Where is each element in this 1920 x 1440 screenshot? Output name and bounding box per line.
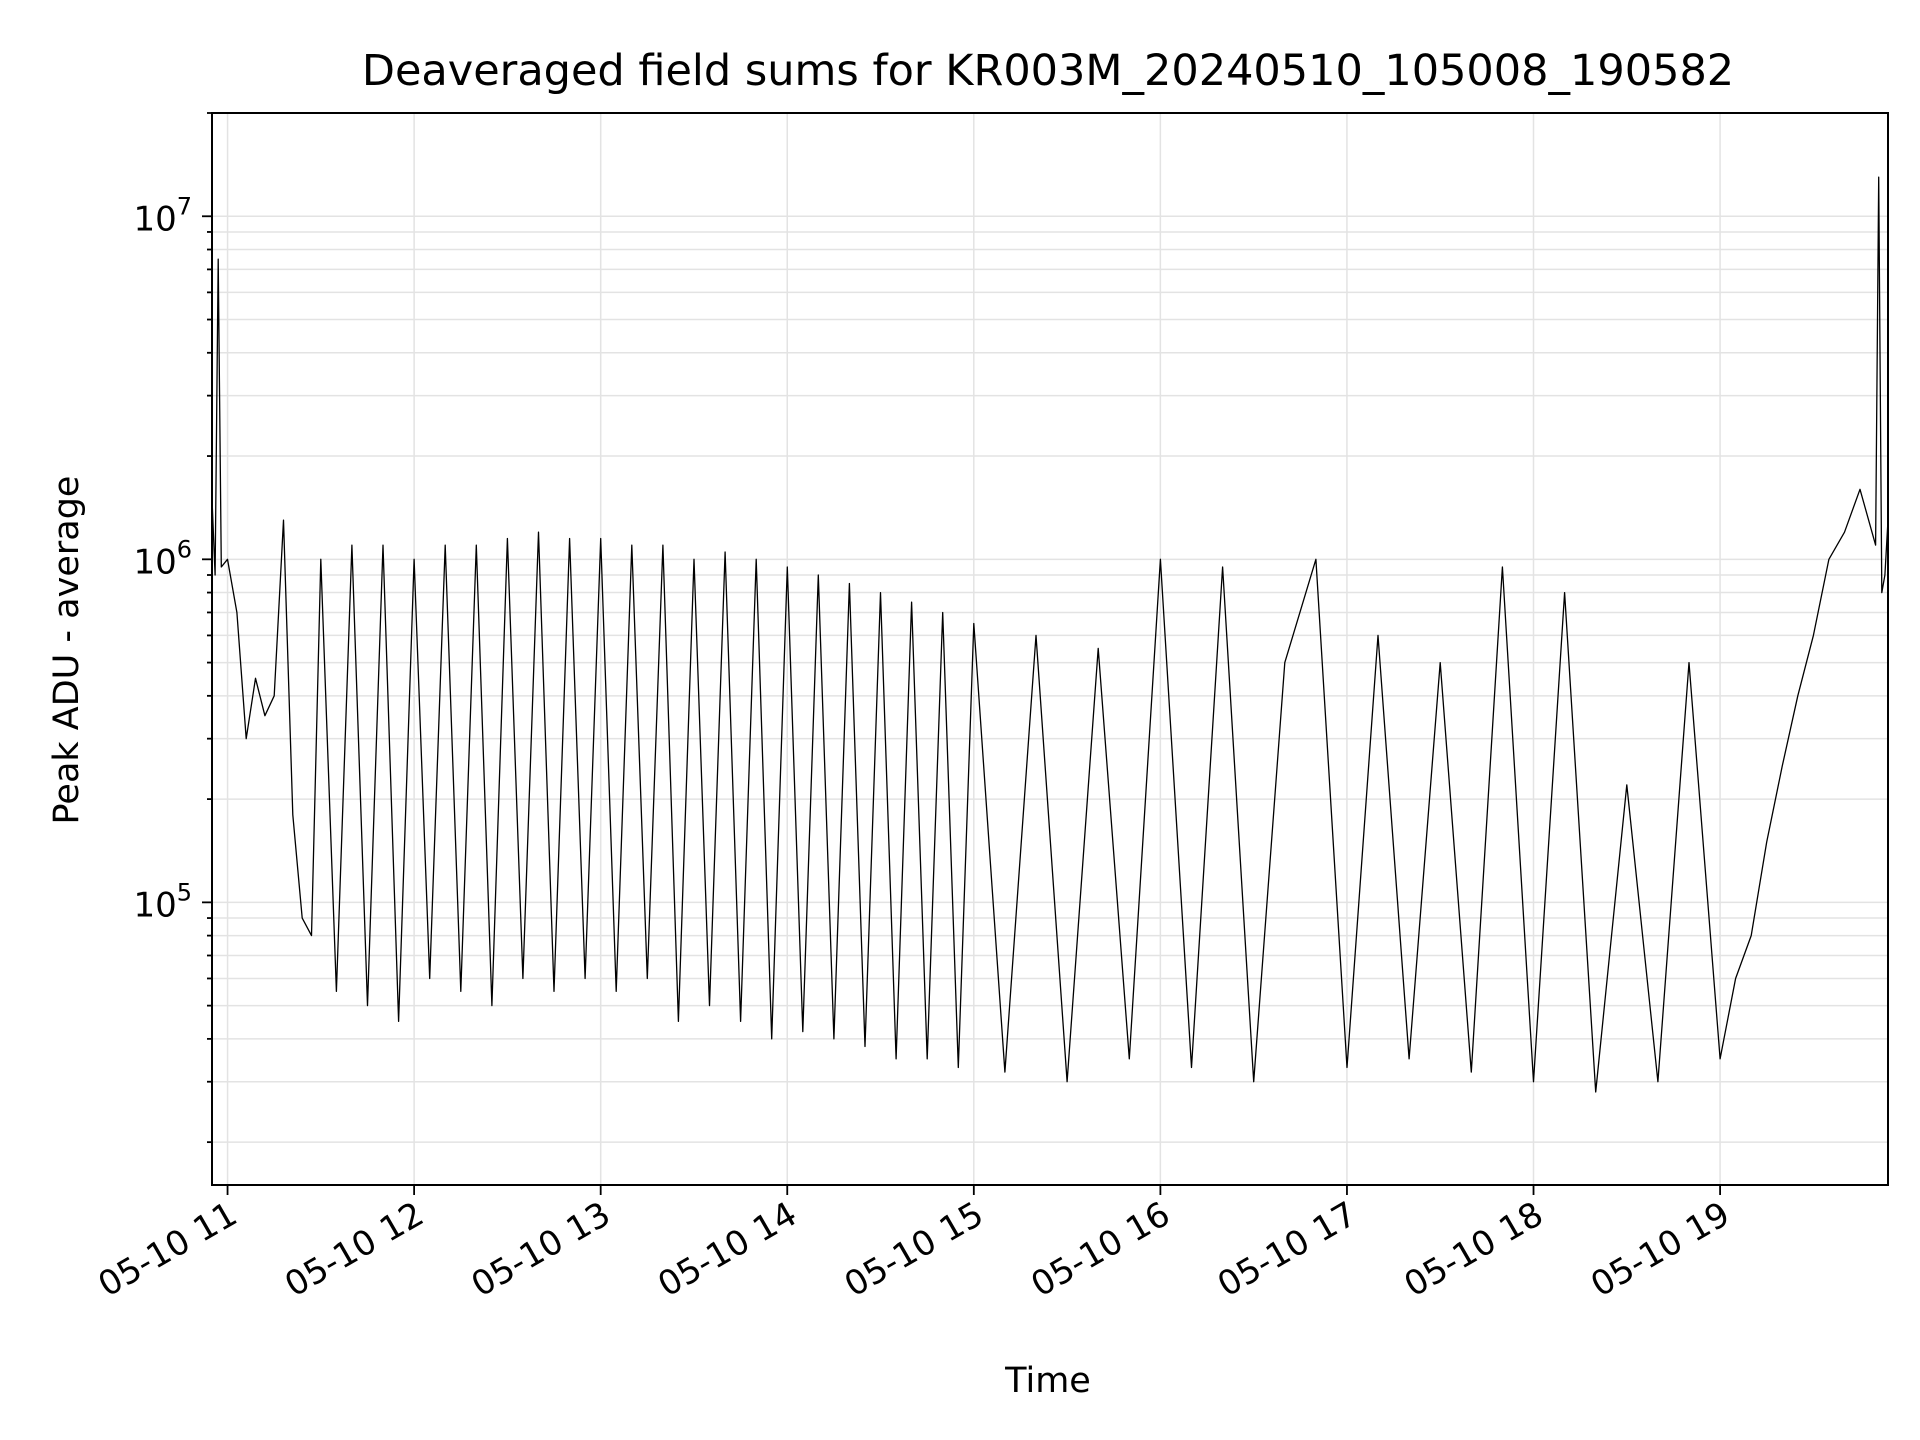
chart-title: Deaveraged field sums for KR003M_2024051… (362, 46, 1734, 96)
y-tick-base: 10 (133, 199, 176, 239)
y-tick-exponent: 6 (177, 535, 192, 563)
y-axis-label: Peak ADU - average (47, 476, 87, 825)
x-tick-label: 05-10 14 (651, 1194, 803, 1305)
x-tick-label: 05-10 15 (838, 1194, 990, 1305)
y-tick-label: 107 (133, 192, 192, 239)
y-tick-label: 106 (133, 535, 192, 582)
grid (212, 112, 1888, 1185)
x-tick-label: 05-10 12 (278, 1194, 430, 1305)
x-tick-label: 05-10 18 (1398, 1194, 1550, 1305)
y-tick-base: 10 (133, 542, 176, 582)
x-tick-label: 05-10 13 (465, 1194, 617, 1305)
y-tick-base: 10 (133, 885, 176, 925)
x-tick-label: 05-10 11 (92, 1194, 244, 1305)
plot-frame (211, 112, 1889, 1186)
x-axis-label: Time (1004, 1361, 1091, 1401)
x-tick-label: 05-10 17 (1211, 1194, 1363, 1305)
y-tick-label: 105 (133, 878, 192, 925)
x-tick-label: 05-10 19 (1584, 1194, 1736, 1305)
x-tick-label: 05-10 16 (1024, 1194, 1176, 1305)
y-tick-exponent: 5 (177, 878, 192, 906)
series-line (211, 176, 1889, 1093)
series-layer (211, 176, 1889, 1093)
y-tick-exponent: 7 (177, 192, 192, 220)
